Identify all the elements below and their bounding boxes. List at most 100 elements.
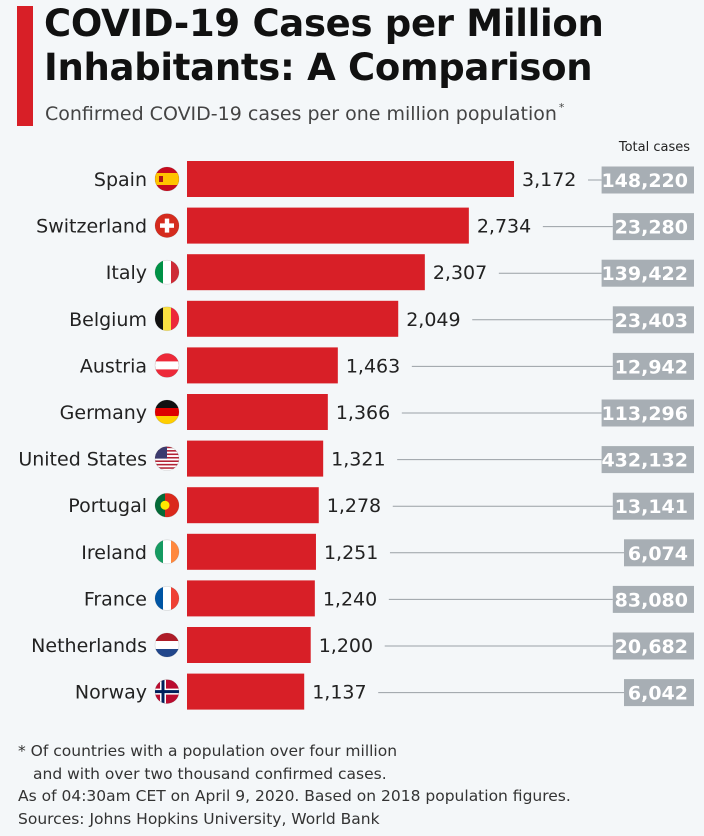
flag-outline [154,446,180,471]
total-cases-badge [624,679,694,707]
flag-part [155,361,179,370]
united-states-flag-icon [154,446,180,471]
category-label: France [84,588,147,610]
germany-flag-icon [154,399,180,425]
switzerland-flag-icon [154,213,180,238]
title-line-2: Inhabitants: A Comparison [44,46,593,89]
flag-fill [155,260,179,285]
category-label: Switzerland [36,216,147,238]
value-label: 2,049 [406,309,460,331]
total-cases-label: 139,422 [601,263,688,285]
total-cases-badge [601,446,694,474]
category-label: Germany [60,402,147,424]
value-label: 2,734 [477,216,531,238]
belgium-flag-icon [154,306,180,332]
flag-part [155,400,179,408]
value-label: 1,278 [327,495,381,517]
category-label: Netherlands [31,635,147,657]
flag-fill [155,493,179,518]
total-cases-badge [601,259,694,287]
flag-part [160,500,170,510]
bar [187,207,469,244]
norway-flag-icon [154,679,180,704]
value-label: 1,240 [323,588,377,610]
category-label: Spain [94,169,147,191]
value-label: 1,251 [324,542,378,564]
total-cases-badge [612,352,694,380]
category-label: Portugal [68,495,147,517]
value-label: 1,200 [319,635,373,657]
value-label: 1,366 [336,402,390,424]
flag-outline [154,353,180,378]
flag-outline [154,306,180,332]
total-cases-label: 6,074 [628,543,688,565]
total-cases-label: 148,220 [601,170,688,192]
bar [187,347,338,384]
flag-part [171,260,179,285]
flag-part [160,223,174,228]
flag-part [155,467,179,469]
flag-outline [154,632,180,658]
flag-fill [155,167,179,191]
austria-flag-icon [154,353,180,378]
total-cases-header: Total cases [618,140,690,155]
flag-fill [155,400,179,424]
bar [187,533,316,570]
category-label: Norway [75,682,147,704]
value-label: 1,137 [312,682,366,704]
total-cases-badge [624,539,694,567]
flag-part [163,586,171,611]
subtitle-text: Confirmed COVID-19 cases per one million… [45,103,557,125]
flag-part [163,306,171,331]
flag-part [155,465,179,468]
total-cases-badge [612,213,694,241]
portugal-flag-icon [154,492,180,518]
ireland-flag-icon [154,539,180,565]
flag-part [155,416,179,424]
bar [187,627,311,663]
category-label: Belgium [69,309,147,331]
total-cases-badge [601,399,694,427]
flag-part [163,260,171,285]
flag-fill [155,633,179,657]
flag-part [163,539,171,564]
flag-part [171,539,179,564]
flag-fill [155,213,179,238]
chart-subtitle: Confirmed COVID-19 cases per one million… [45,101,685,125]
flag-fill [155,679,179,704]
flag-part [155,408,179,416]
value-label: 1,321 [331,449,385,471]
total-cases-badge [612,632,694,660]
value-label: 2,307 [433,262,487,284]
italy-flag-icon [154,259,180,285]
total-cases-label: 23,280 [615,217,688,239]
flag-part [155,539,163,564]
bar-row-netherlands: Netherlands 1,200 20,682 [31,627,694,663]
total-cases-label: 13,141 [615,496,688,518]
bar-row-austria: Austria 1,463 12,942 [80,347,694,384]
total-cases-label: 20,682 [615,636,688,658]
total-cases-badge [601,166,694,194]
flag-part [165,493,179,518]
bar-row-switzerland: Switzerland 2,734 23,280 [36,207,694,244]
flag-part [159,176,163,182]
flag-part [155,260,163,285]
flag-part [155,633,179,641]
total-cases-label: 6,042 [628,683,688,705]
total-cases-badge [612,492,694,520]
flag-part [155,462,179,464]
flag-part [155,463,179,466]
total-cases-label: 432,132 [601,450,688,472]
footnote-line-2: and with over two thousand confirmed cas… [33,764,387,783]
footnote-line-4: Sources: Johns Hopkins University, World… [18,809,380,828]
total-cases-badge [612,306,694,334]
total-cases-label: 23,403 [615,310,688,332]
flag-part [171,586,179,611]
bar [187,487,319,524]
flag-part [155,468,179,471]
bar-row-spain: Spain 3,172 148,220 [94,161,694,197]
flag-outline [154,259,180,285]
value-label: 3,172 [522,169,576,191]
flag-part [155,649,179,657]
bar-row-portugal: Portugal 1,278 13,141 [68,487,694,524]
